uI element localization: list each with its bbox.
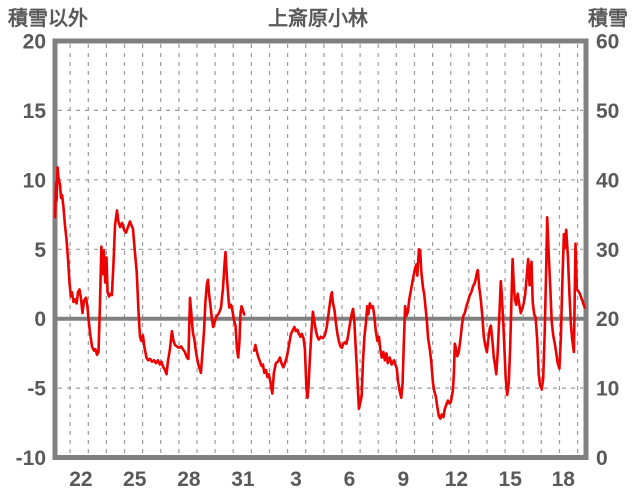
x-axis-tick-label: 15 <box>499 468 523 491</box>
x-axis-tick-label: 9 <box>397 468 409 491</box>
right-axis-title: 積雪 <box>588 8 628 30</box>
x-axis-tick-label: 25 <box>123 468 147 491</box>
series-line-積雪以外 <box>53 166 246 376</box>
x-axis-tick-label: 18 <box>552 468 576 491</box>
x-axis-tick-label: 31 <box>231 468 255 491</box>
left-axis-tick-label: 10 <box>23 169 46 192</box>
left-axis-tick-label: 15 <box>23 100 47 123</box>
plot-border <box>52 38 589 460</box>
x-axis-tick-label: 22 <box>69 468 92 491</box>
left-axis-tick-label: 20 <box>23 31 46 54</box>
x-axis-tick-label: 12 <box>445 468 468 491</box>
x-axis-tick-label: 6 <box>344 468 356 491</box>
x-axis-tick-label: 3 <box>290 468 302 491</box>
chart-title: 上斎原小林 <box>268 8 368 30</box>
right-axis-tick-label: 40 <box>596 169 619 192</box>
left-axis-tick-label: -10 <box>16 447 46 470</box>
left-axis-title: 積雪以外 <box>8 8 88 30</box>
left-axis-tick-label: -5 <box>27 378 46 401</box>
right-axis-tick-label: 20 <box>596 308 619 331</box>
x-axis-tick-label: 28 <box>177 468 201 491</box>
right-axis-tick-label: 60 <box>596 31 619 54</box>
right-axis-tick-label: 30 <box>596 239 619 262</box>
right-axis-tick-label: 10 <box>596 378 619 401</box>
series-line-積雪以外 <box>252 216 586 420</box>
right-axis-tick-label: 50 <box>596 100 619 123</box>
left-axis-tick-label: 5 <box>34 239 46 262</box>
right-axis-tick-label: 0 <box>596 447 608 470</box>
left-axis-tick-label: 0 <box>34 308 46 331</box>
